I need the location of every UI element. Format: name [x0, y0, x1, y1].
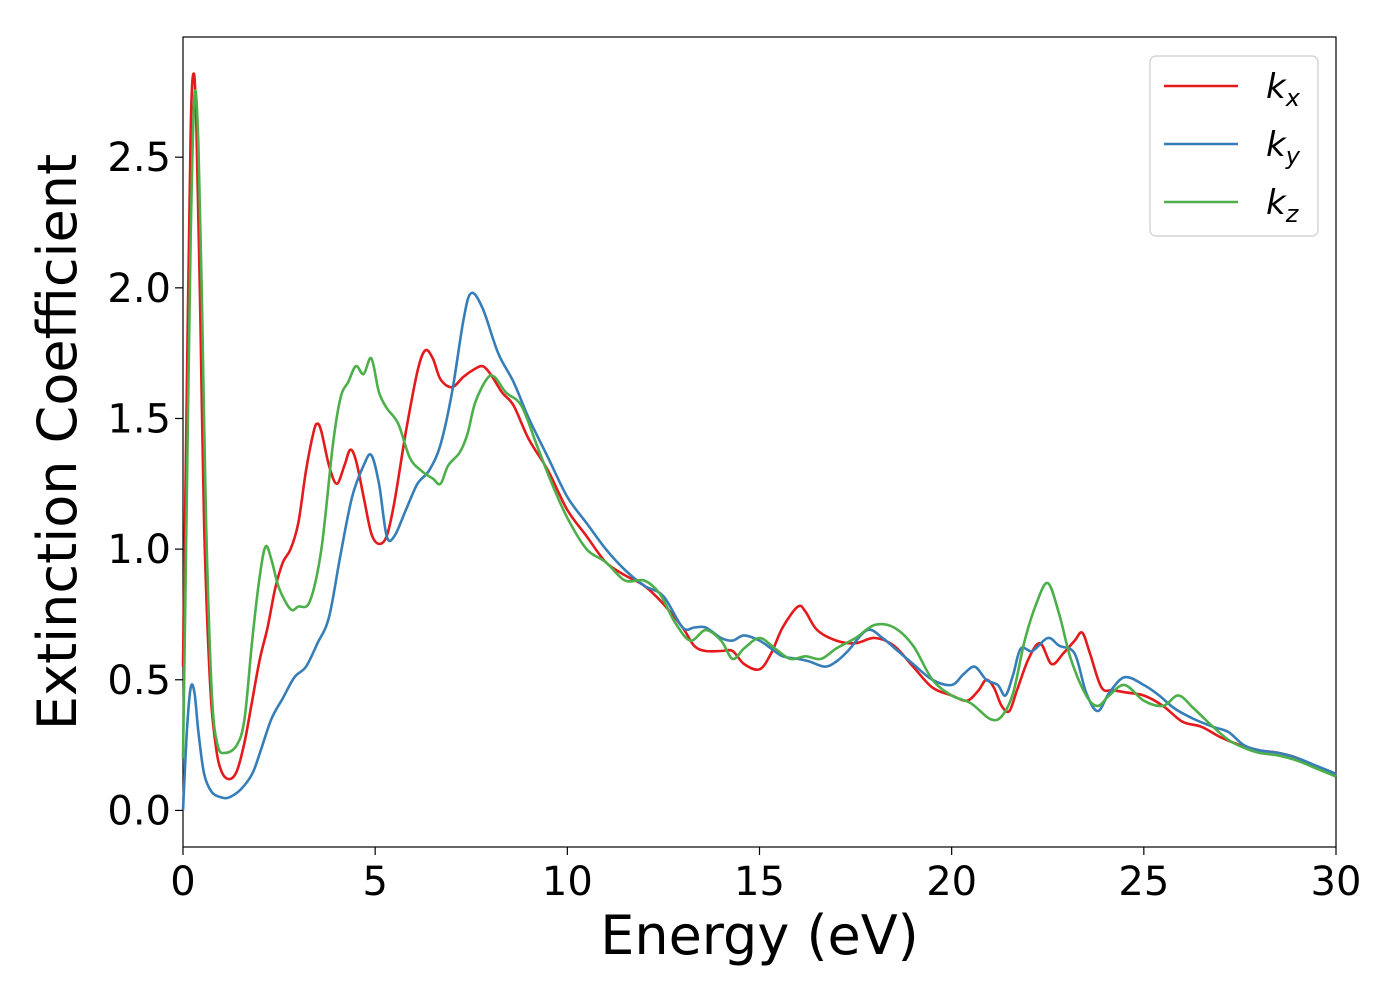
- x-tick-label: 20: [926, 859, 977, 905]
- y-tick-label: 1.0: [107, 527, 171, 573]
- legend-label-kx: kx: [1266, 67, 1301, 112]
- legend: kx ky kz: [1149, 55, 1319, 237]
- series-layer: [181, 72, 1337, 811]
- x-axis-ticks: 0 5 10 15 20 25 30: [170, 847, 1361, 905]
- x-axis-label: Energy (eV): [600, 904, 919, 967]
- series-line-ky: [181, 291, 1337, 811]
- series-line-kz: [181, 89, 1337, 778]
- y-tick-label: 2.5: [107, 135, 171, 181]
- legend-label-ky: ky: [1266, 125, 1301, 170]
- y-tick-label: 1.5: [107, 396, 171, 442]
- x-tick-label: 10: [542, 859, 593, 905]
- y-tick-label: 2.0: [107, 266, 171, 312]
- y-tick-label: 0.5: [107, 658, 171, 704]
- x-tick-label: 15: [734, 859, 785, 905]
- y-axis-ticks: 0.0 0.5 1.0 1.5 2.0 2.5: [107, 135, 183, 834]
- series-line-kx: [181, 72, 1337, 781]
- legend-box: [1149, 55, 1319, 237]
- x-tick-label: 30: [1311, 859, 1362, 905]
- legend-label-kz: kz: [1266, 183, 1300, 228]
- x-tick-label: 25: [1118, 859, 1169, 905]
- y-tick-label: 0.0: [107, 788, 171, 834]
- x-tick-label: 0: [170, 859, 195, 905]
- y-axis-label: Extinction Coefficient: [26, 154, 89, 730]
- x-tick-label: 5: [362, 859, 387, 905]
